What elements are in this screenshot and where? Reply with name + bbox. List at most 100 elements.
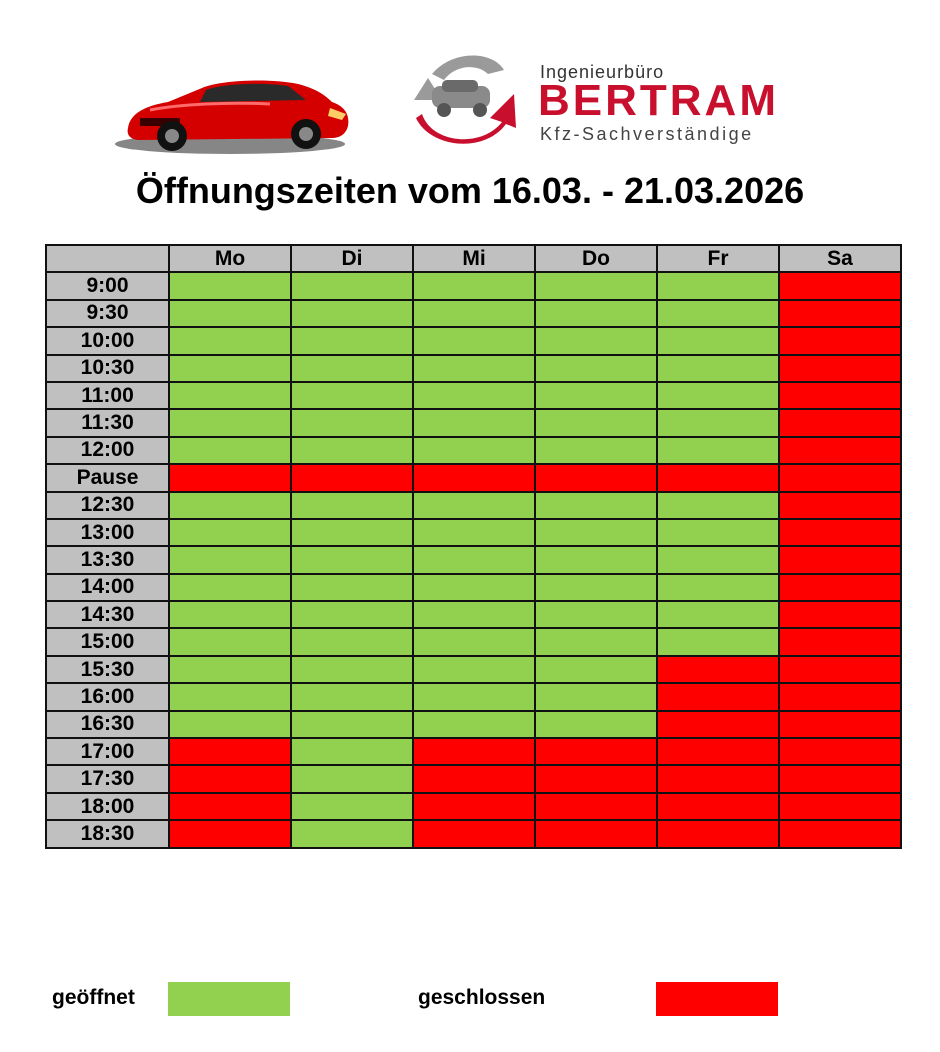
- day-header-mi: Mi: [412, 243, 536, 274]
- status-cell-sa-closed: [778, 627, 902, 657]
- status-cell-di-open: [290, 737, 414, 767]
- status-cell-fr-open: [656, 517, 780, 548]
- status-cell-mo-open: [168, 326, 292, 356]
- status-cell-di-open: [290, 819, 414, 849]
- time-label: Pause: [45, 463, 170, 493]
- table-row: 13:30: [45, 545, 902, 575]
- status-cell-di-open: [290, 572, 414, 603]
- status-cell-do-open: [534, 353, 658, 383]
- status-cell-do-open: [534, 380, 658, 411]
- status-cell-mo-open: [168, 572, 292, 603]
- table-row: 17:00: [45, 737, 902, 767]
- status-cell-mi-open: [412, 298, 536, 329]
- status-cell-sa-closed: [778, 463, 902, 493]
- day-header-mo: Mo: [168, 243, 292, 274]
- table-row: 17:30: [45, 764, 902, 794]
- status-cell-fr-closed: [656, 463, 780, 493]
- status-cell-do-open: [534, 654, 658, 685]
- status-cell-mi-open: [412, 682, 536, 712]
- day-header-do: Do: [534, 243, 658, 274]
- status-cell-sa-closed: [778, 764, 902, 794]
- status-cell-mo-open: [168, 517, 292, 548]
- day-header-fr: Fr: [656, 243, 780, 274]
- status-cell-mi-open: [412, 654, 536, 685]
- status-cell-fr-closed: [656, 764, 780, 794]
- status-cell-sa-closed: [778, 271, 902, 301]
- legend: geöffnet geschlossen: [0, 982, 940, 1022]
- status-cell-fr-closed: [656, 737, 780, 767]
- status-cell-di-open: [290, 764, 414, 794]
- status-cell-do-open: [534, 572, 658, 603]
- status-cell-fr-open: [656, 353, 780, 383]
- table-row: 12:30: [45, 490, 902, 520]
- status-cell-mo-open: [168, 600, 292, 630]
- status-cell-mi-closed: [412, 819, 536, 849]
- status-cell-sa-closed: [778, 545, 902, 575]
- status-cell-di-open: [290, 490, 414, 520]
- status-cell-mo-open: [168, 682, 292, 712]
- table-row: Pause: [45, 463, 902, 493]
- status-cell-mo-open: [168, 627, 292, 657]
- status-cell-do-closed: [534, 737, 658, 767]
- status-cell-do-open: [534, 682, 658, 712]
- status-cell-sa-closed: [778, 791, 902, 822]
- status-cell-mi-open: [412, 326, 536, 356]
- status-cell-mi-open: [412, 408, 536, 438]
- time-label: 16:30: [45, 709, 170, 740]
- status-cell-fr-closed: [656, 819, 780, 849]
- status-cell-do-closed: [534, 791, 658, 822]
- status-cell-do-closed: [534, 819, 658, 849]
- time-label: 17:00: [45, 737, 170, 767]
- opening-hours-table: Mo Di Mi Do Fr Sa 9:00 9:30 10:00 10:30 11:0…: [45, 243, 902, 849]
- status-cell-mo-open: [168, 271, 292, 301]
- time-label: 13:30: [45, 545, 170, 575]
- time-label: 11:30: [45, 408, 170, 438]
- status-cell-mi-closed: [412, 764, 536, 794]
- status-cell-di-open: [290, 298, 414, 329]
- brand-subtitle: Kfz-Sachverständige: [540, 124, 754, 144]
- status-cell-mi-open: [412, 353, 536, 383]
- status-cell-di-open: [290, 545, 414, 575]
- table-row: 11:00: [45, 380, 902, 411]
- time-label: 9:00: [45, 271, 170, 301]
- status-cell-mi-open: [412, 380, 536, 411]
- status-cell-fr-open: [656, 627, 780, 657]
- time-label: 15:00: [45, 627, 170, 657]
- day-header-sa: Sa: [778, 243, 902, 274]
- status-cell-mo-open: [168, 545, 292, 575]
- status-cell-di-open: [290, 271, 414, 301]
- legend-closed-swatch: [656, 982, 778, 1016]
- status-cell-fr-closed: [656, 682, 780, 712]
- status-cell-mo-open: [168, 408, 292, 438]
- table-body: 9:00 9:30 10:00 10:30 11:00 11:30 12:00 Pause 12…: [45, 271, 902, 849]
- status-cell-fr-open: [656, 298, 780, 329]
- table-row: 14:00: [45, 572, 902, 603]
- status-cell-mi-closed: [412, 791, 536, 822]
- time-label: 17:30: [45, 764, 170, 794]
- status-cell-mo-open: [168, 298, 292, 329]
- status-cell-mo-closed: [168, 764, 292, 794]
- status-cell-fr-closed: [656, 791, 780, 822]
- brand-tagline: Ingenieurbüro: [540, 62, 665, 82]
- bertram-logo-icon: [414, 55, 516, 144]
- status-cell-di-open: [290, 326, 414, 356]
- time-label: 14:30: [45, 600, 170, 630]
- status-cell-sa-closed: [778, 600, 902, 630]
- status-cell-mi-open: [412, 627, 536, 657]
- status-cell-di-open: [290, 435, 414, 466]
- status-cell-di-open: [290, 353, 414, 383]
- time-label: 12:00: [45, 435, 170, 466]
- status-cell-mo-open: [168, 490, 292, 520]
- status-cell-di-open: [290, 600, 414, 630]
- status-cell-do-open: [534, 709, 658, 740]
- status-cell-mi-open: [412, 572, 536, 603]
- status-cell-di-open: [290, 517, 414, 548]
- time-label: 9:30: [45, 298, 170, 329]
- table-row: 15:30: [45, 654, 902, 685]
- time-label: 16:00: [45, 682, 170, 712]
- status-cell-fr-open: [656, 600, 780, 630]
- table-row: 11:30: [45, 408, 902, 438]
- status-cell-mo-open: [168, 435, 292, 466]
- time-label: 14:00: [45, 572, 170, 603]
- status-cell-fr-open: [656, 408, 780, 438]
